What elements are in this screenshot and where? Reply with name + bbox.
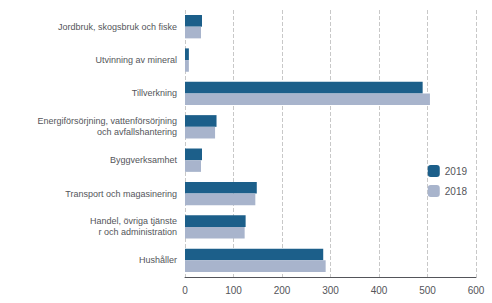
svg-text:Jordbruk, skogsbruk och fiske: Jordbruk, skogsbruk och fiske [58,22,177,32]
svg-text:Handel, övriga tjänste: Handel, övriga tjänste [90,216,177,226]
svg-text:Hushåller: Hushåller [139,255,177,265]
svg-text:Tillverkning: Tillverkning [132,88,177,98]
svg-text:0: 0 [182,285,188,296]
svg-text:Byggverksamhet: Byggverksamhet [110,155,178,165]
svg-text:100: 100 [225,285,242,296]
svg-text:Transport och magasinering: Transport och magasinering [65,189,177,199]
svg-text:Energiförsörjning, vattenförsö: Energiförsörjning, vattenförsörjning [37,116,177,126]
svg-text:600: 600 [468,285,485,296]
svg-text:2018: 2018 [445,186,468,197]
svg-text:r och administration: r och administration [98,227,177,237]
svg-text:500: 500 [419,285,436,296]
svg-text:Utvinning av mineral: Utvinning av mineral [95,55,177,65]
svg-text:200: 200 [274,285,291,296]
svg-text:och avfallshantering: och avfallshantering [97,127,177,137]
svg-text:2019: 2019 [445,166,468,177]
svg-text:300: 300 [322,285,339,296]
svg-text:400: 400 [371,285,388,296]
